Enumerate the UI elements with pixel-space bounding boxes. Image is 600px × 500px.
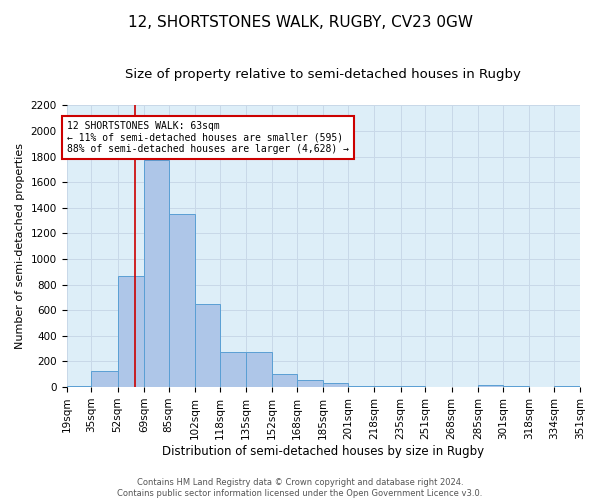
- Bar: [374, 386, 401, 387]
- Bar: [348, 386, 374, 387]
- Bar: [401, 386, 425, 387]
- Bar: [195, 304, 220, 387]
- Bar: [144, 160, 169, 387]
- Bar: [118, 276, 144, 387]
- Bar: [272, 374, 297, 387]
- Bar: [91, 371, 118, 387]
- Text: 12, SHORTSTONES WALK, RUGBY, CV23 0GW: 12, SHORTSTONES WALK, RUGBY, CV23 0GW: [128, 15, 473, 30]
- Bar: [478, 384, 503, 387]
- Bar: [246, 352, 272, 387]
- X-axis label: Distribution of semi-detached houses by size in Rugby: Distribution of semi-detached houses by …: [162, 444, 484, 458]
- Bar: [297, 380, 323, 387]
- Y-axis label: Number of semi-detached properties: Number of semi-detached properties: [15, 143, 25, 349]
- Title: Size of property relative to semi-detached houses in Rugby: Size of property relative to semi-detach…: [125, 68, 521, 80]
- Bar: [554, 386, 580, 387]
- Text: Contains HM Land Registry data © Crown copyright and database right 2024.
Contai: Contains HM Land Registry data © Crown c…: [118, 478, 482, 498]
- Bar: [169, 214, 195, 387]
- Text: 12 SHORTSTONES WALK: 63sqm
← 11% of semi-detached houses are smaller (595)
88% o: 12 SHORTSTONES WALK: 63sqm ← 11% of semi…: [67, 120, 349, 154]
- Bar: [503, 386, 529, 387]
- Bar: [220, 352, 246, 387]
- Bar: [67, 386, 91, 387]
- Bar: [323, 382, 348, 387]
